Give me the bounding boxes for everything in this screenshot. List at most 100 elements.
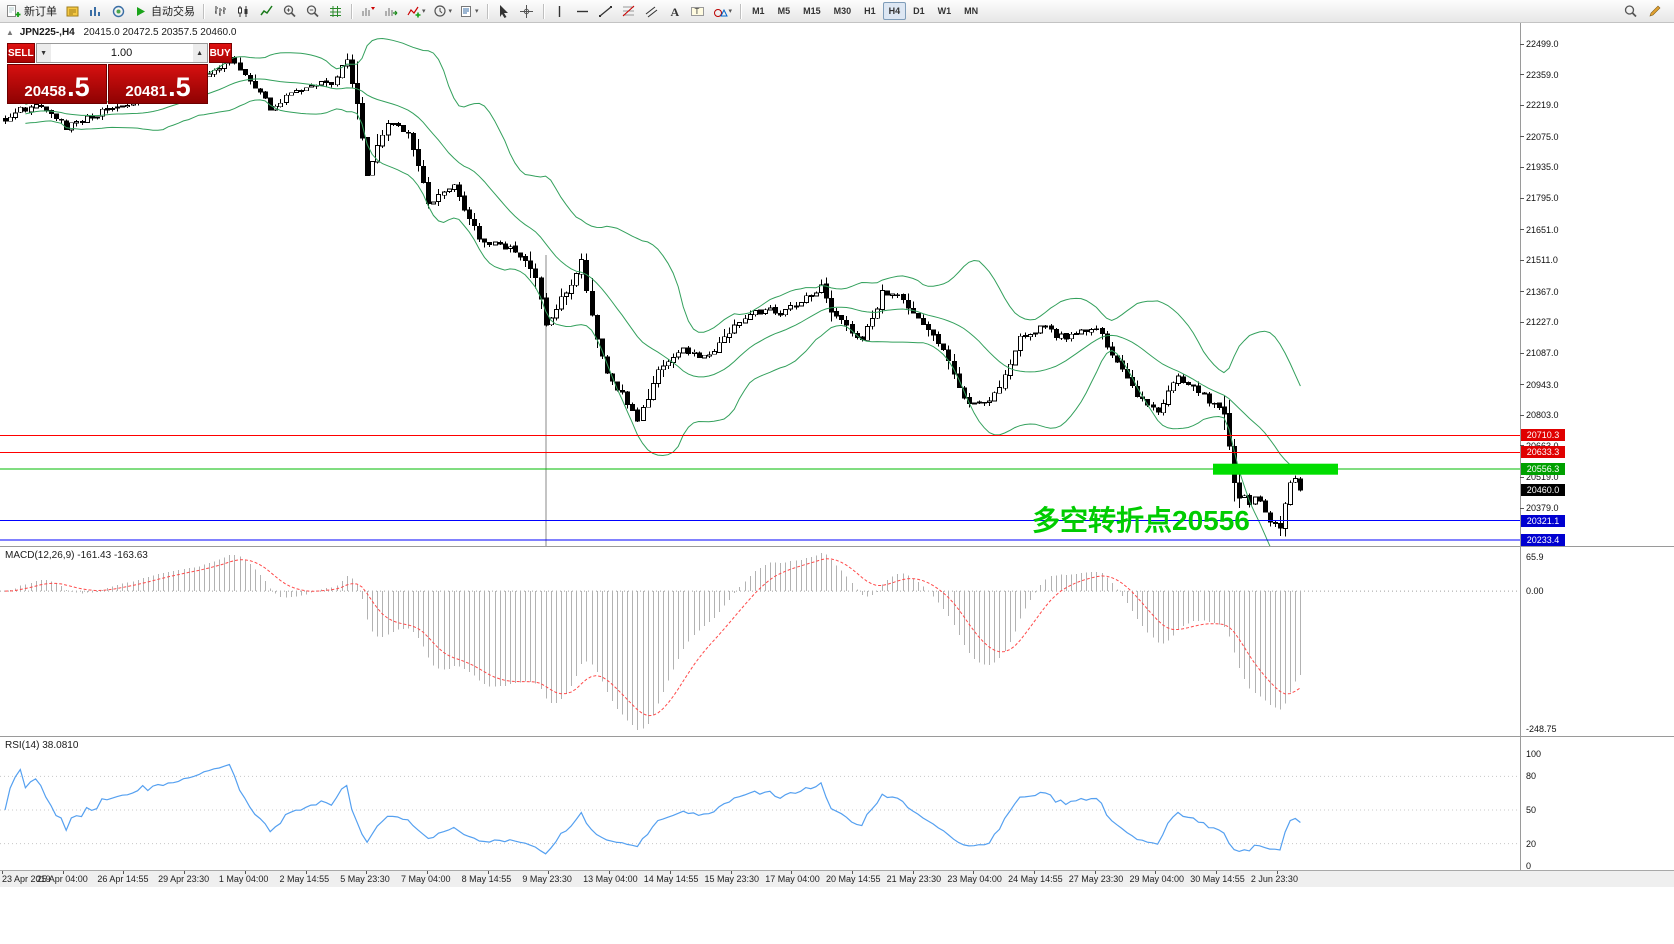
buy-button[interactable]: BUY [208,43,232,63]
zoom-in-button[interactable] [278,1,300,21]
market-watch-button[interactable] [61,1,83,21]
fibonacci-button[interactable] [618,1,640,21]
macd-axis-zero: 0.00 [1526,586,1544,597]
data-window-button[interactable] [84,1,106,21]
trendline-button[interactable] [595,1,617,21]
candlestick-chart-button[interactable] [232,1,254,21]
price-axis-label: 20663.0 [1526,440,1559,451]
zoom-out-button[interactable] [301,1,323,21]
svg-text:A: A [671,5,680,19]
rsi-panel-separator[interactable] [0,736,1674,737]
time-axis-tick [426,871,428,874]
sell-button[interactable]: SELL [7,43,35,63]
toolbar-search-button[interactable] [1619,1,1641,21]
autotrading-label: 自动交易 [151,6,195,18]
tile-windows-button[interactable] [324,1,346,21]
timeframe-mn-button[interactable]: MN [964,6,979,16]
volume-input[interactable] [50,44,193,62]
main-price-chart[interactable] [0,23,1520,546]
volume-increase-button[interactable]: ▲ [192,44,207,62]
price-axis-label: 22359.0 [1526,69,1559,80]
time-axis-label: 20 May 14:55 [825,874,881,884]
templates-button[interactable]: ▾ [456,1,482,21]
periods-button[interactable]: ▾ [430,1,456,21]
indicators-button[interactable]: ▾ [403,1,429,21]
buy-price-main: 20481 [125,83,168,100]
timeframe-m15-button[interactable]: M15 [803,6,821,16]
time-axis-label: 1 May 04:00 [218,874,269,884]
new-order-label: 新订单 [24,6,57,18]
time-axis-tick [1094,871,1096,874]
highlight-zone-rect[interactable] [1213,463,1338,475]
shapes-icon [713,8,728,17]
one-click-collapse-icon[interactable]: ▲ [6,28,14,37]
macd-axis-max: 65.9 [1526,552,1544,562]
toolbar-separator [351,3,352,19]
new-order-button[interactable]: 新订单 [3,1,60,21]
dropdown-caret-icon: ▾ [422,8,426,15]
rsi-header: RSI(14) 38.0810 [5,740,79,751]
search-icon [1624,4,1637,17]
rsi-axis-label: 20 [1526,838,1537,849]
price-axis-label: 22499.0 [1526,39,1559,49]
shapes-button[interactable]: ▾ [710,1,736,21]
time-axis-label: 9 May 23:30 [522,874,572,884]
text-icon: A [671,5,680,19]
price-level-label: 20233.4 [1521,533,1565,546]
time-axis-tick [1155,871,1157,874]
price-axis-label: 20803.0 [1526,410,1559,421]
timeframe-m1-button[interactable]: M1 [752,6,765,16]
bar-chart-button[interactable] [209,1,231,21]
auto-scroll-icon [384,7,397,16]
time-axis-label: 17 May 04:00 [765,874,820,884]
price-axis-label: 22219.0 [1526,100,1559,111]
time-axis-tick [609,871,611,874]
text-button[interactable]: A [664,1,686,21]
macd-panel-separator[interactable] [0,546,1674,547]
horizontal-line-button[interactable] [572,1,594,21]
time-axis-tick [244,871,246,874]
time-axis-label: 30 May 14:55 [1190,874,1245,884]
timeframe-m5-button[interactable]: M5 [777,6,791,16]
volume-decrease-button[interactable]: ▼ [36,44,51,62]
price-level-label: 20460.0 [1521,484,1565,497]
sell-price-main: 20458 [24,83,67,100]
time-axis[interactable]: 23 Apr 2019 25 Apr 04:00 26 Apr 14:55 29 Ap… [0,870,1674,887]
crosshair-button[interactable] [516,1,538,21]
price-axis-label: 21935.0 [1526,162,1559,173]
autotrading-play-icon [137,6,145,16]
time-axis-tick [669,871,671,874]
timeframe-h4-button[interactable]: H4 [882,2,907,20]
auto-scroll-button[interactable] [380,1,402,21]
chart-shift-button[interactable] [357,1,379,21]
vertical-line-button[interactable] [549,1,571,21]
toolbar-edit-button[interactable] [1643,1,1665,21]
price-axis-label: 20379.0 [1526,503,1559,513]
price-axis-label: 21227.0 [1526,317,1559,328]
price-level-label: 20321.1 [1521,514,1565,527]
timeframe-m30-button[interactable]: M30 [833,6,852,16]
rsi-indicator-panel[interactable] [0,737,1520,870]
autotrading-button[interactable]: 自动交易 [130,1,198,21]
cursor-button[interactable] [493,1,515,21]
rsi-axis-label: 80 [1526,771,1537,782]
macd-indicator-panel[interactable] [0,547,1520,736]
buy-price-display[interactable]: 20481 .5 [108,64,208,104]
fibonacci-icon [622,5,635,16]
timeframe-w1-button[interactable]: W1 [937,6,952,16]
time-axis-label: 23 May 04:00 [947,874,1002,884]
line-chart-button[interactable] [255,1,277,21]
time-axis-label: 29 Apr 23:30 [158,874,210,884]
time-axis-tick [791,871,793,874]
navigator-button[interactable] [107,1,129,21]
channel-button[interactable] [641,1,663,21]
time-axis-tick [366,871,368,874]
sell-price-display[interactable]: 20458 .5 [7,64,107,104]
time-axis-label: 29 May 04:00 [1129,874,1185,884]
timeframe-d1-button[interactable]: D1 [913,6,925,16]
toolbar-separator [203,3,204,19]
time-axis-tick [851,871,853,874]
text-label-button[interactable]: T [687,1,709,21]
toolbar-separator [486,3,488,19]
timeframe-h1-button[interactable]: H1 [864,6,876,16]
